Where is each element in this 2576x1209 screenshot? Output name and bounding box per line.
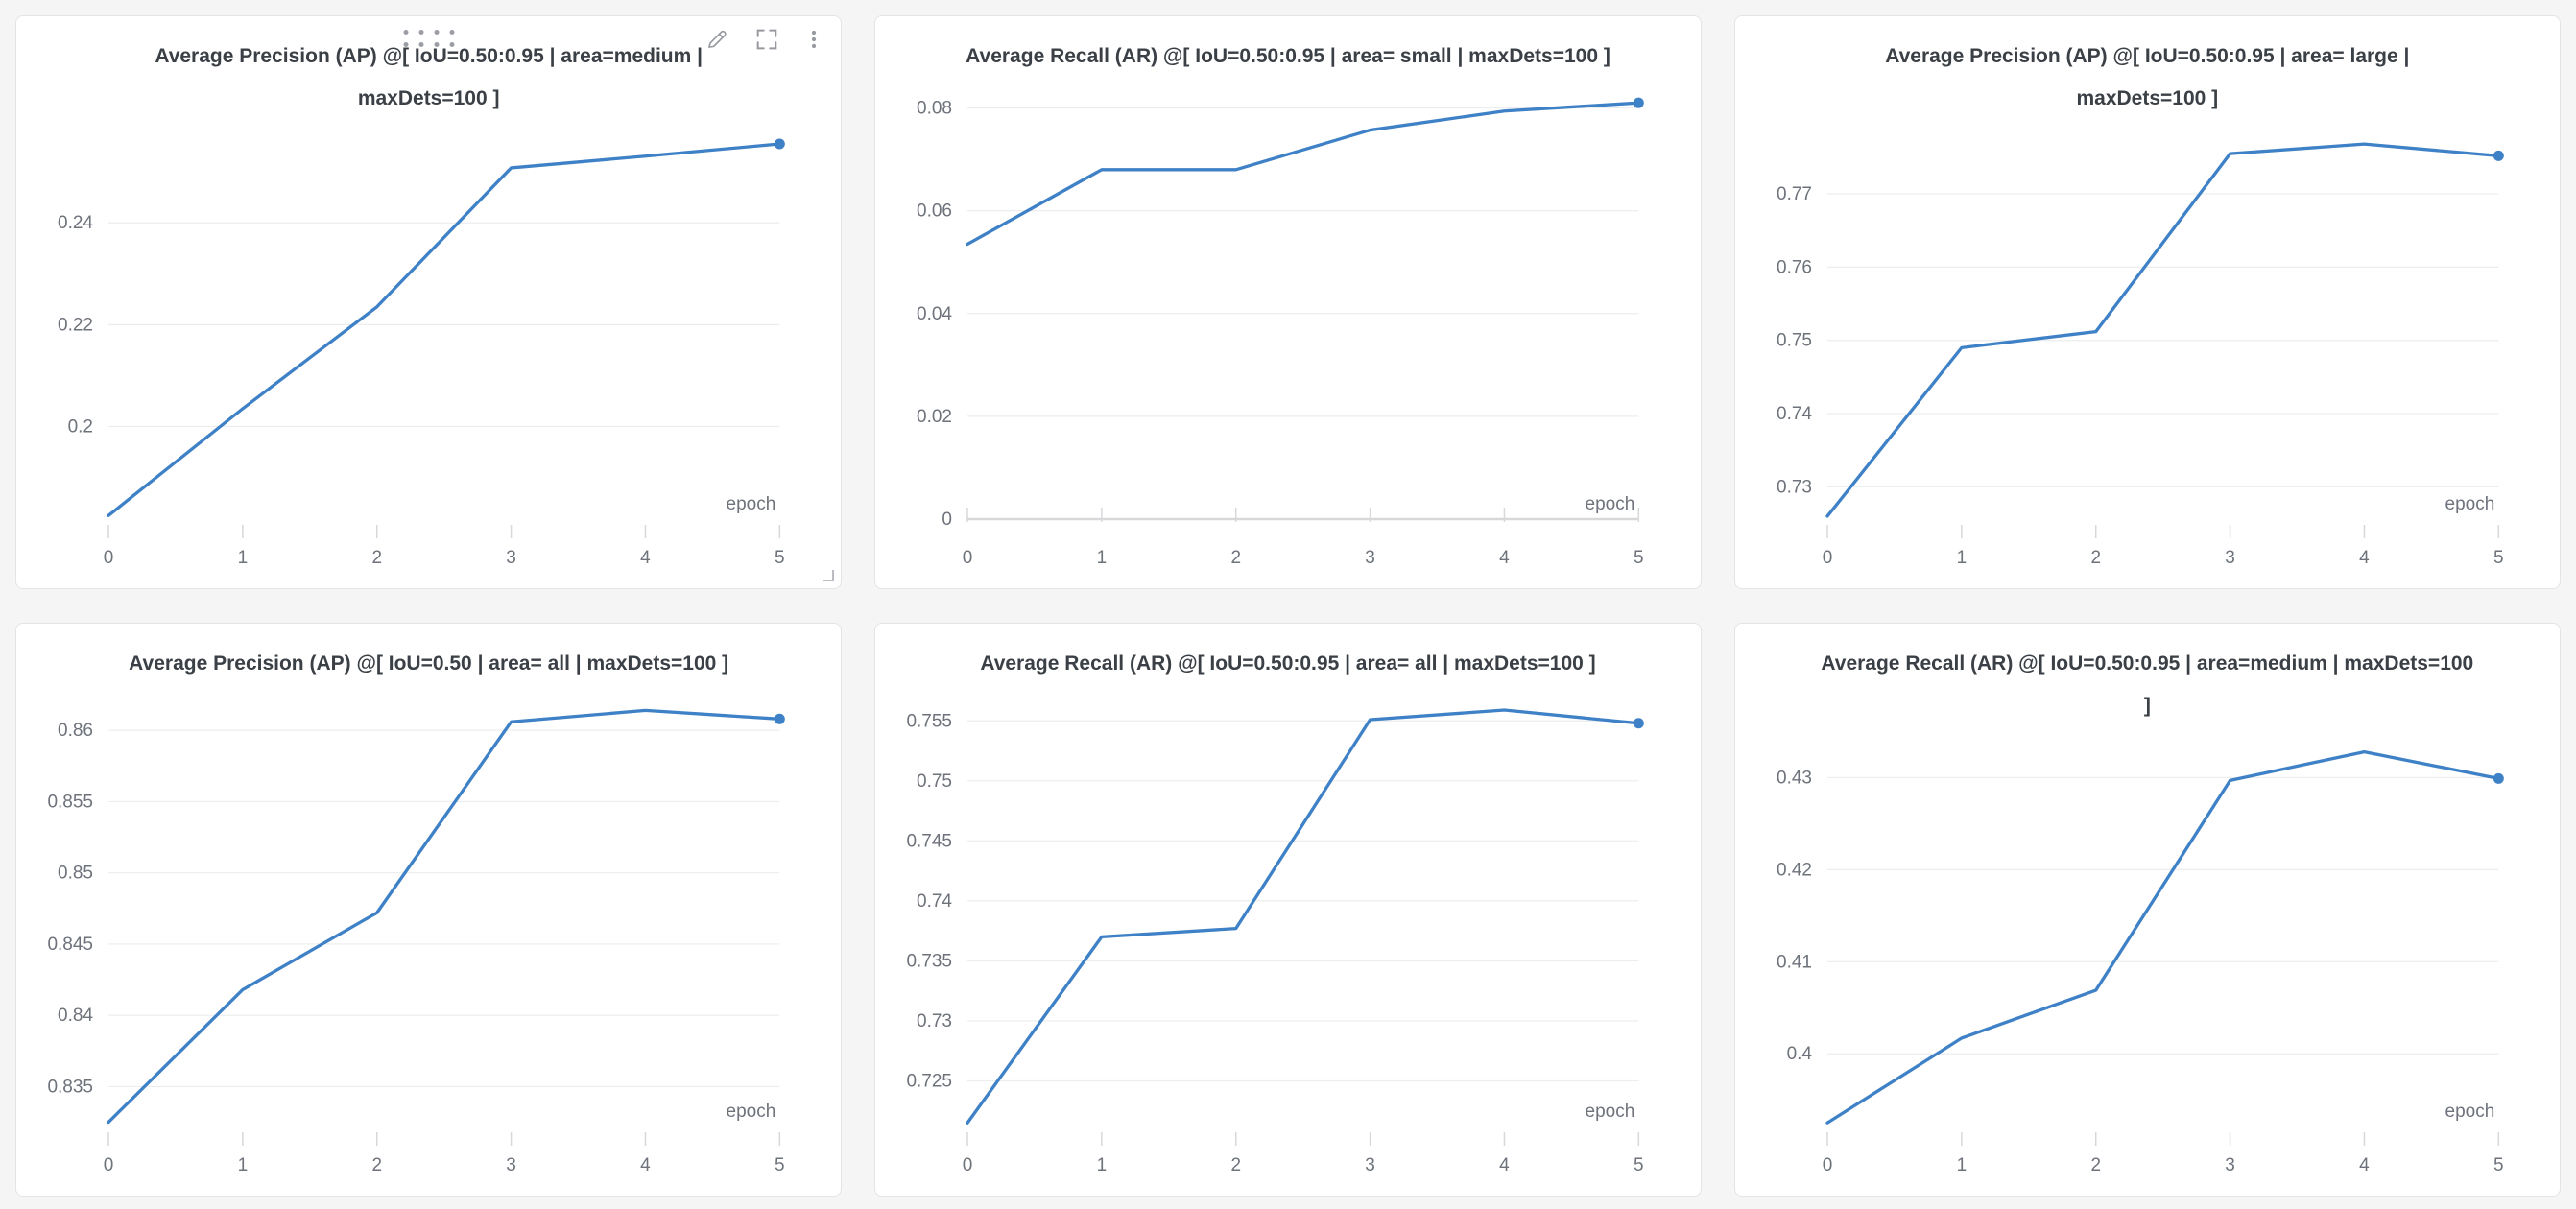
svg-text:0: 0	[104, 1155, 114, 1175]
svg-text:3: 3	[1366, 1155, 1376, 1175]
svg-text:2: 2	[371, 1155, 382, 1175]
svg-text:0.43: 0.43	[1777, 768, 1812, 788]
svg-text:1: 1	[1956, 1155, 1967, 1175]
svg-text:4: 4	[640, 548, 651, 568]
svg-text:0.855: 0.855	[47, 792, 93, 812]
svg-text:4: 4	[1500, 548, 1511, 568]
svg-text:0.42: 0.42	[1777, 860, 1812, 880]
chart-title: Average Precision (AP) @[ IoU=0.50 | are…	[129, 652, 729, 675]
svg-text:1: 1	[238, 1155, 249, 1175]
svg-text:epoch: epoch	[1586, 494, 1635, 514]
chart-panel-ar-small[interactable]: Average Recall (AR) @[ IoU=0.50:0.95 | a…	[874, 15, 1702, 589]
svg-text:0.74: 0.74	[1777, 404, 1812, 424]
svg-text:0.77: 0.77	[1777, 184, 1812, 204]
svg-text:epoch: epoch	[727, 494, 776, 514]
chart-panel-ap50-all[interactable]: Average Precision (AP) @[ IoU=0.50 | are…	[15, 623, 843, 1197]
svg-text:epoch: epoch	[2445, 494, 2494, 514]
svg-text:5: 5	[775, 548, 785, 568]
svg-text:0.84: 0.84	[58, 1006, 93, 1026]
line-chart-ar-small[interactable]: 0 0.02 0.04 0.06 0.08 0 1 2 3 4 5 epoch	[875, 80, 1700, 582]
svg-text:2: 2	[1231, 1155, 1242, 1175]
svg-text:0.02: 0.02	[917, 407, 952, 427]
svg-text:0.74: 0.74	[917, 891, 952, 912]
svg-text:5: 5	[1634, 1155, 1644, 1175]
svg-text:4: 4	[2359, 1155, 2370, 1175]
svg-text:1: 1	[1097, 1155, 1108, 1175]
svg-text:0: 0	[1822, 548, 1832, 568]
edit-pencil-icon[interactable]	[704, 27, 729, 52]
resize-handle[interactable]	[823, 570, 835, 581]
chart-panel-ar-all[interactable]: Average Recall (AR) @[ IoU=0.50:0.95 | a…	[874, 623, 1702, 1197]
svg-text:1: 1	[238, 548, 249, 568]
svg-text:0.06: 0.06	[917, 202, 952, 222]
svg-text:2: 2	[2090, 1155, 2101, 1175]
svg-text:0: 0	[963, 1155, 973, 1175]
svg-text:2: 2	[2090, 548, 2101, 568]
svg-text:0: 0	[1822, 1155, 1832, 1175]
svg-text:0.735: 0.735	[907, 951, 953, 971]
drag-handle-icon[interactable]	[403, 30, 455, 47]
svg-text:epoch: epoch	[2445, 1102, 2494, 1122]
svg-text:0.41: 0.41	[1777, 952, 1812, 972]
svg-text:0.75: 0.75	[917, 771, 952, 792]
svg-text:3: 3	[1366, 548, 1376, 568]
svg-text:epoch: epoch	[727, 1102, 776, 1122]
svg-text:5: 5	[775, 1155, 785, 1175]
line-chart-ap-large[interactable]: 0.73 0.74 0.75 0.76 0.77 0 1 2 3 4 5 epoch	[1735, 122, 2560, 582]
line-chart-ar-medium[interactable]: 0.4 0.41 0.42 0.43 0 1 2 3 4 5 epoch	[1735, 729, 2560, 1190]
chart-panel-ap-medium[interactable]: Average Precision (AP) @[ IoU=0.50:0.95 …	[15, 15, 843, 589]
svg-text:0: 0	[104, 548, 114, 568]
svg-text:0.2: 0.2	[68, 416, 93, 437]
svg-text:epoch: epoch	[1586, 1102, 1635, 1122]
svg-text:4: 4	[640, 1155, 651, 1175]
svg-text:5: 5	[2493, 1155, 2504, 1175]
svg-text:0.85: 0.85	[58, 864, 93, 884]
svg-text:2: 2	[371, 548, 382, 568]
fullscreen-icon[interactable]	[753, 26, 780, 53]
svg-text:3: 3	[506, 1155, 516, 1175]
chart-panel-ar-medium[interactable]: Average Recall (AR) @[ IoU=0.50:0.95 | a…	[1733, 623, 2561, 1197]
svg-text:0.86: 0.86	[58, 721, 93, 741]
svg-text:0.755: 0.755	[907, 711, 953, 731]
svg-text:0.845: 0.845	[47, 935, 93, 955]
svg-text:0.24: 0.24	[58, 213, 93, 233]
svg-text:0.04: 0.04	[917, 304, 952, 324]
svg-text:3: 3	[2225, 1155, 2235, 1175]
chart-title: Average Precision (AP) @[ IoU=0.50:0.95 …	[155, 45, 703, 109]
chart-panel-ap-large[interactable]: Average Precision (AP) @[ IoU=0.50:0.95 …	[1733, 15, 2561, 589]
line-chart-ap-medium[interactable]: 0.2 0.22 0.24 0 1 2 3 4 5 epoch	[16, 122, 841, 582]
svg-text:0.725: 0.725	[907, 1071, 953, 1091]
svg-text:3: 3	[506, 548, 516, 568]
svg-text:0: 0	[963, 548, 973, 568]
svg-text:4: 4	[1500, 1155, 1511, 1175]
svg-text:3: 3	[2225, 548, 2235, 568]
svg-text:5: 5	[2493, 548, 2504, 568]
line-chart-ar-all[interactable]: 0.725 0.73 0.735 0.74 0.745 0.75 0.755 0 1 2 3 4 5 ep…	[875, 687, 1700, 1190]
line-chart-ap50-all[interactable]: 0.835 0.84 0.845 0.85 0.855 0.86 0 1 2 3 4 5 epoch	[16, 687, 841, 1190]
svg-text:0.22: 0.22	[58, 315, 93, 335]
svg-text:0: 0	[942, 510, 953, 530]
svg-text:0.75: 0.75	[1777, 331, 1812, 351]
svg-text:0.4: 0.4	[1786, 1044, 1812, 1064]
svg-text:0.73: 0.73	[1777, 477, 1812, 497]
svg-text:2: 2	[1231, 548, 1242, 568]
chart-title: Average Recall (AR) @[ IoU=0.50:0.95 | a…	[1821, 652, 2474, 717]
panel-controls	[704, 26, 823, 53]
chart-title: Average Precision (AP) @[ IoU=0.50:0.95 …	[1885, 45, 2410, 109]
svg-text:0.835: 0.835	[47, 1077, 93, 1097]
svg-text:0.745: 0.745	[907, 831, 953, 851]
kebab-menu-icon[interactable]	[804, 28, 823, 51]
svg-text:1: 1	[1097, 548, 1108, 568]
svg-text:0.73: 0.73	[917, 1011, 952, 1031]
svg-text:0.08: 0.08	[917, 99, 952, 119]
chart-title: Average Recall (AR) @[ IoU=0.50:0.95 | a…	[980, 652, 1596, 675]
svg-text:1: 1	[1956, 548, 1967, 568]
svg-text:4: 4	[2359, 548, 2370, 568]
svg-text:0.76: 0.76	[1777, 257, 1812, 277]
svg-text:5: 5	[1634, 548, 1644, 568]
chart-title: Average Recall (AR) @[ IoU=0.50:0.95 | a…	[966, 45, 1610, 67]
